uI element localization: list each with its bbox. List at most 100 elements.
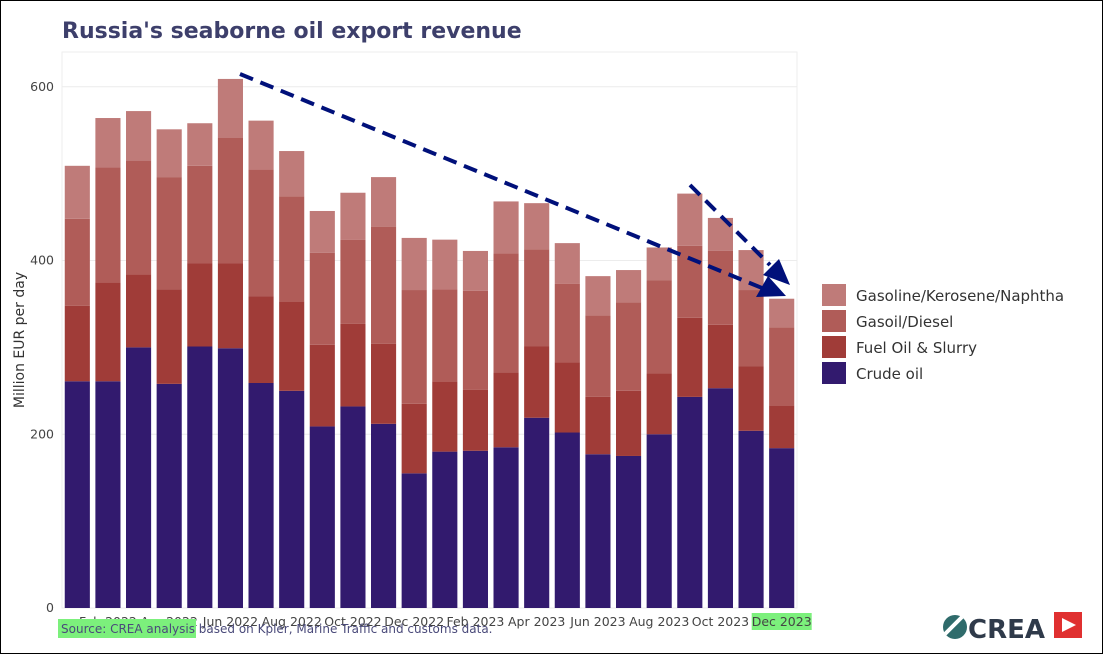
bar-segment bbox=[95, 118, 121, 168]
bar-segment bbox=[95, 381, 121, 608]
bar-segment bbox=[156, 177, 182, 290]
bar-segment bbox=[309, 210, 335, 253]
x-tick-label: Oct 2023 bbox=[692, 614, 749, 629]
bar-segment bbox=[401, 237, 427, 291]
bar-segment bbox=[309, 344, 335, 427]
y-tick-label: 0 bbox=[46, 600, 54, 615]
bar-segment bbox=[462, 290, 488, 390]
bar-segment bbox=[554, 432, 580, 608]
legend: Gasoline/Kerosene/Naphtha Gasoil/Diesel Fu… bbox=[822, 284, 1064, 384]
bar-segment bbox=[279, 196, 305, 302]
legend-label: Gasoline/Kerosene/Naphtha bbox=[856, 287, 1064, 305]
bar-segment bbox=[646, 247, 672, 281]
bar-segment bbox=[677, 396, 703, 608]
y-tick-label: 400 bbox=[30, 253, 54, 268]
bar-segment bbox=[462, 450, 488, 608]
bar-segment bbox=[187, 346, 213, 608]
logo-text: CREA bbox=[968, 615, 1045, 645]
bar-segment bbox=[524, 249, 550, 347]
y-tick-label: 600 bbox=[30, 79, 54, 94]
y-tick-label: 200 bbox=[30, 426, 54, 441]
bar-segment bbox=[126, 160, 152, 275]
bar-segment bbox=[769, 298, 795, 328]
bar-segment bbox=[248, 169, 274, 297]
bar-segment bbox=[585, 315, 611, 397]
bar-segment bbox=[493, 447, 519, 608]
bar-segment bbox=[432, 451, 458, 608]
bar-segment bbox=[616, 455, 642, 608]
bar-segment bbox=[585, 276, 611, 316]
bar-segment bbox=[738, 430, 764, 608]
bar-segment bbox=[401, 290, 427, 404]
bar-segment bbox=[340, 406, 366, 608]
bar-segment bbox=[493, 253, 519, 373]
bar-segment bbox=[64, 218, 90, 306]
legend-label: Fuel Oil & Slurry bbox=[856, 339, 977, 357]
bar-segment bbox=[371, 343, 397, 424]
bar-segment bbox=[524, 203, 550, 250]
bar-segment bbox=[462, 250, 488, 291]
bar-segment bbox=[187, 123, 213, 166]
x-tick-label: Oct 2022 bbox=[324, 614, 381, 629]
bar-segment bbox=[554, 362, 580, 433]
legend-swatch bbox=[822, 362, 846, 384]
bar-segment bbox=[340, 323, 366, 407]
bar-segment bbox=[524, 346, 550, 418]
bar-segment bbox=[462, 389, 488, 451]
trend-arrows bbox=[239, 72, 790, 297]
x-tick-label: Dec 2022 bbox=[384, 614, 444, 629]
bar-segment bbox=[493, 201, 519, 254]
bar-segment bbox=[64, 305, 90, 382]
bar-segment bbox=[707, 388, 733, 608]
bar-segment bbox=[95, 167, 121, 283]
bar-segment bbox=[340, 192, 366, 240]
legend-swatch bbox=[822, 284, 846, 306]
bar-segment bbox=[371, 177, 397, 227]
x-tick-label: Aug 2023 bbox=[629, 614, 689, 629]
bar-segment bbox=[187, 165, 213, 264]
bar-segment bbox=[707, 250, 733, 325]
bar-segment bbox=[493, 372, 519, 448]
bar-segment bbox=[248, 382, 274, 608]
arrowhead-icon bbox=[763, 259, 790, 285]
bar-segment bbox=[585, 396, 611, 455]
bar-segment bbox=[401, 473, 427, 608]
chart-title: Russia's seaborne oil export revenue bbox=[62, 19, 522, 44]
source-rest-text: based on Kpler, Marine Traffic and custo… bbox=[195, 622, 493, 636]
bar-segment bbox=[371, 423, 397, 608]
y-ticks: 0 200 400 600 bbox=[30, 79, 54, 615]
bar-segment bbox=[432, 289, 458, 382]
bar-segment bbox=[279, 151, 305, 197]
gridlines bbox=[61, 51, 798, 609]
bar-segment bbox=[677, 317, 703, 397]
bars bbox=[64, 78, 795, 608]
bar-segment bbox=[769, 448, 795, 608]
bar-segment bbox=[279, 301, 305, 391]
bar-segment bbox=[646, 280, 672, 374]
x-tick-highlight bbox=[751, 613, 812, 630]
bar-segment bbox=[156, 289, 182, 384]
trend-arrow-short bbox=[688, 183, 772, 267]
bar-segment bbox=[371, 226, 397, 344]
x-tick-label: Feb 2023 bbox=[446, 614, 504, 629]
bar-segment bbox=[707, 324, 733, 389]
x-tick-label: Jun 2022 bbox=[202, 614, 258, 629]
x-tick-label: Apr 2023 bbox=[508, 614, 565, 629]
bar-segment bbox=[309, 252, 335, 345]
source-highlight-text: Source: CREA analysis bbox=[61, 622, 195, 636]
bar-segment bbox=[95, 282, 121, 382]
source-note: Source: CREA analysis based on Kpler, Ma… bbox=[61, 622, 493, 636]
bar-segment bbox=[217, 78, 243, 139]
bar-segment bbox=[646, 434, 672, 608]
x-tick-label: Jun 2023 bbox=[569, 614, 625, 629]
bar-segment bbox=[401, 403, 427, 474]
bar-segment bbox=[64, 165, 90, 219]
bar-segment bbox=[156, 129, 182, 178]
bar-segment bbox=[677, 193, 703, 246]
x-tick-label: Dec 2023 bbox=[752, 614, 812, 629]
crea-logo: CREA bbox=[943, 612, 1082, 645]
legend-swatch bbox=[822, 310, 846, 332]
bar-segment bbox=[340, 239, 366, 324]
bar-segment bbox=[646, 373, 672, 435]
bar-segment bbox=[554, 283, 580, 363]
